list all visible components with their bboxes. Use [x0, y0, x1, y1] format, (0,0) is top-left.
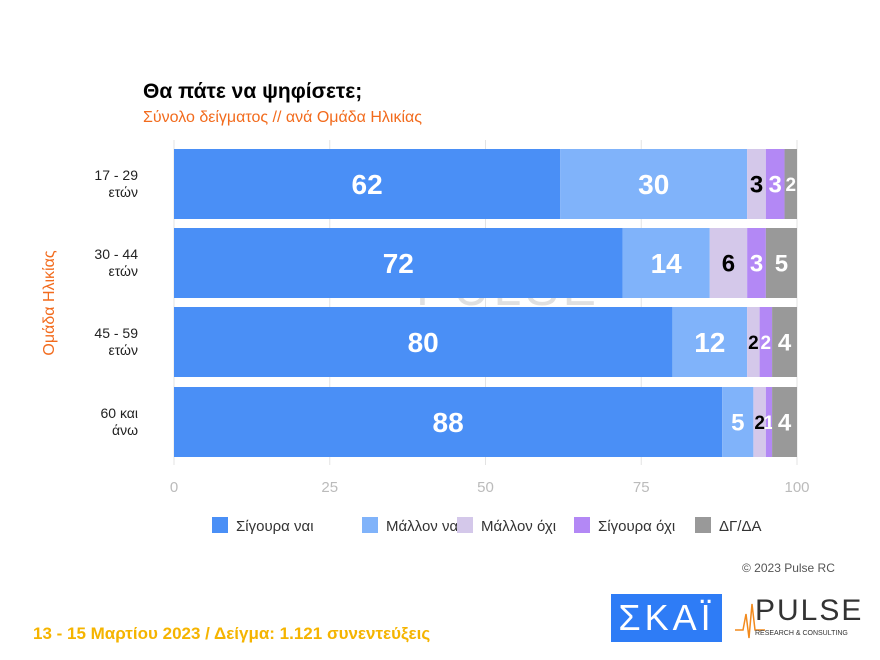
bar-segment: [174, 307, 673, 377]
bar-segment: [747, 149, 766, 219]
category-label: ετών: [108, 184, 138, 200]
data-label: 3: [750, 251, 763, 278]
legend-swatch: [362, 517, 378, 533]
data-label: 6: [722, 251, 735, 278]
x-tick-label: 100: [784, 479, 809, 496]
bar-segment: [560, 149, 748, 219]
legend-label: Μάλλον όχι: [481, 518, 556, 535]
data-label: 2: [754, 413, 765, 434]
bar-segment: [709, 228, 748, 298]
copyright: © 2023 Pulse RC: [742, 561, 835, 575]
legend-swatch: [574, 517, 590, 533]
legend-label: ΔΓ/ΔΑ: [719, 518, 761, 535]
category-label: άνω: [112, 422, 138, 438]
bar-segment: [753, 387, 766, 457]
data-label: 2: [785, 175, 796, 196]
bar-segment: [765, 149, 785, 219]
data-label: 4: [778, 410, 792, 437]
x-tick-label: 25: [321, 479, 338, 496]
chart-subtitle: Σύνολο δείγματος // ανά Ομάδα Ηλικίας: [143, 109, 422, 126]
legend-label: Μάλλον ναι: [386, 518, 461, 535]
bar-segment: [765, 228, 797, 298]
pulse-logo-text: PULSE: [755, 594, 864, 627]
bar-segment: [174, 149, 561, 219]
data-label: 3: [769, 172, 782, 199]
bar-segment: [772, 387, 797, 457]
skai-logo: ΣΚΑΪ: [611, 594, 722, 642]
survey-footer: 13 - 15 Μαρτίου 2023 / Δείγμα: 1.121 συν…: [33, 624, 431, 643]
data-label: 2: [748, 333, 759, 354]
data-label: 14: [651, 248, 683, 279]
x-tick-label: 75: [633, 479, 650, 496]
data-label: 3: [750, 172, 763, 199]
legend-swatch: [212, 517, 228, 533]
data-label: 5: [731, 410, 744, 437]
x-tick-label: 0: [170, 479, 178, 496]
pulse-logo: PULSE RESEARCH & CONSULTING: [735, 594, 865, 642]
bar-segment: [747, 307, 760, 377]
data-label: 72: [383, 248, 414, 279]
data-label: 62: [352, 169, 383, 200]
bar-segment: [759, 307, 773, 377]
data-label: 12: [694, 327, 725, 358]
bar-segment: [772, 307, 797, 377]
data-label: 5: [775, 251, 788, 278]
category-label: 45 - 59: [94, 325, 138, 341]
data-label: 4: [778, 330, 792, 357]
chart-title: Θα πάτε να ψηφίσετε;: [143, 80, 363, 103]
pulse-wave-icon: [735, 603, 765, 639]
x-tick-label: 50: [477, 479, 494, 496]
data-label: 1: [764, 413, 775, 434]
category-label: 17 - 29: [94, 167, 138, 183]
bar-segment: [174, 228, 623, 298]
stacked-bar-chart: 0255075100PULSERESEARCH & CONSULTING17 -…: [94, 140, 810, 535]
data-label: 80: [408, 327, 439, 358]
bar-segment: [765, 387, 773, 457]
data-label: 88: [433, 407, 464, 438]
category-label: ετών: [108, 342, 138, 358]
legend-label: Σίγουρα όχι: [598, 518, 675, 535]
legend-label: Σίγουρα ναι: [236, 518, 314, 535]
bar-segment: [622, 228, 710, 298]
bar-segment: [174, 387, 723, 457]
legend-swatch: [457, 517, 473, 533]
pulse-logo-sub: RESEARCH & CONSULTING: [755, 630, 848, 637]
data-label: 2: [761, 333, 772, 354]
bar-segment: [672, 307, 748, 377]
bar-segment: [722, 387, 754, 457]
data-label: 30: [638, 169, 669, 200]
bar-segment: [747, 228, 766, 298]
legend-swatch: [695, 517, 711, 533]
category-label: 30 - 44: [94, 246, 138, 262]
category-label: ετών: [108, 263, 138, 279]
category-label: 60 και: [101, 405, 139, 421]
bar-segment: [784, 149, 797, 219]
